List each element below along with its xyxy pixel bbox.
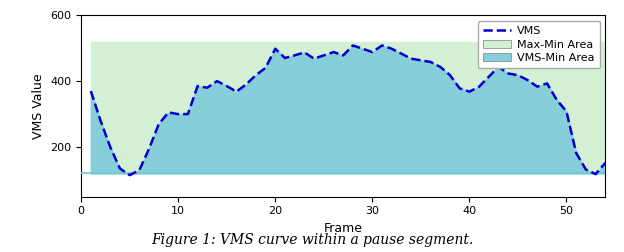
Line: VMS: VMS xyxy=(91,45,605,175)
VMS xyxy=(291,54,298,57)
Legend: VMS, Max-Min Area, VMS-Min Area: VMS, Max-Min Area, VMS-Min Area xyxy=(478,21,600,69)
VMS xyxy=(602,161,609,164)
Y-axis label: VMS Value: VMS Value xyxy=(32,73,45,139)
VMS xyxy=(87,89,95,92)
VMS xyxy=(349,44,357,47)
VMS xyxy=(388,47,396,50)
VMS xyxy=(407,57,415,60)
VMS xyxy=(184,113,192,116)
VMS xyxy=(456,87,464,90)
VMS xyxy=(126,174,134,177)
X-axis label: Frame: Frame xyxy=(324,222,363,235)
Text: Figure 1: VMS curve within a pause segment.: Figure 1: VMS curve within a pause segme… xyxy=(151,233,473,247)
VMS xyxy=(417,59,424,62)
